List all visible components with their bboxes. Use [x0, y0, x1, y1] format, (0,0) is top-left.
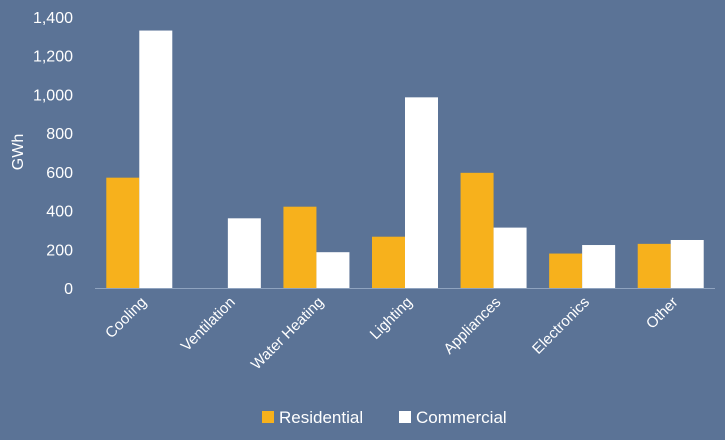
y-tick-label: 600 — [46, 165, 73, 182]
y-tick-label: 1,400 — [33, 10, 73, 27]
bar-commercial-water-heating — [316, 252, 350, 288]
bar-residential-cooling — [106, 177, 140, 288]
x-tick-label: Lighting — [367, 294, 416, 343]
x-tick-label: Water Heating — [248, 294, 327, 373]
y-tick-label: 400 — [46, 204, 73, 221]
y-tick-label: 800 — [46, 126, 73, 143]
legend-label-commercial: Commercial — [416, 408, 507, 427]
x-tick-label: Other — [643, 294, 682, 333]
bar-commercial-ventilation — [227, 218, 261, 288]
bar-commercial-lighting — [405, 97, 438, 288]
y-tick-label: 200 — [46, 242, 73, 259]
y-tick-label: 1,200 — [33, 49, 73, 66]
y-axis-label: GWh — [10, 134, 27, 170]
bar-residential-appliances — [460, 172, 494, 288]
legend-swatch-commercial — [399, 411, 411, 423]
bar-residential-other — [637, 243, 671, 288]
x-tick-label: Ventilation — [178, 294, 239, 355]
bar-commercial-electronics — [582, 245, 616, 288]
x-tick-label: Electronics — [529, 294, 593, 358]
bar-residential-lighting — [372, 236, 405, 288]
x-tick-label: Appliances — [440, 294, 504, 358]
bars — [106, 30, 704, 289]
x-tick-label: Cooling — [102, 294, 150, 342]
bar-commercial-appliances — [493, 227, 527, 288]
bar-residential-electronics — [549, 253, 583, 288]
legend-label-residential: Residential — [279, 408, 363, 427]
x-axis: Cooling Ventilation Water Heating Lighting A… — [95, 288, 715, 373]
y-tick-label: 1,000 — [33, 87, 73, 104]
bar-commercial-other — [670, 239, 704, 288]
bar-commercial-cooling — [139, 30, 173, 289]
legend-swatch-residential — [262, 411, 274, 423]
bar-residential-water-heating — [283, 206, 317, 288]
legend: Residential Commercial — [262, 408, 507, 427]
y-axis: 0 200 400 600 800 1,000 1,200 1,400 — [33, 10, 73, 298]
y-tick-label: 0 — [64, 281, 73, 298]
